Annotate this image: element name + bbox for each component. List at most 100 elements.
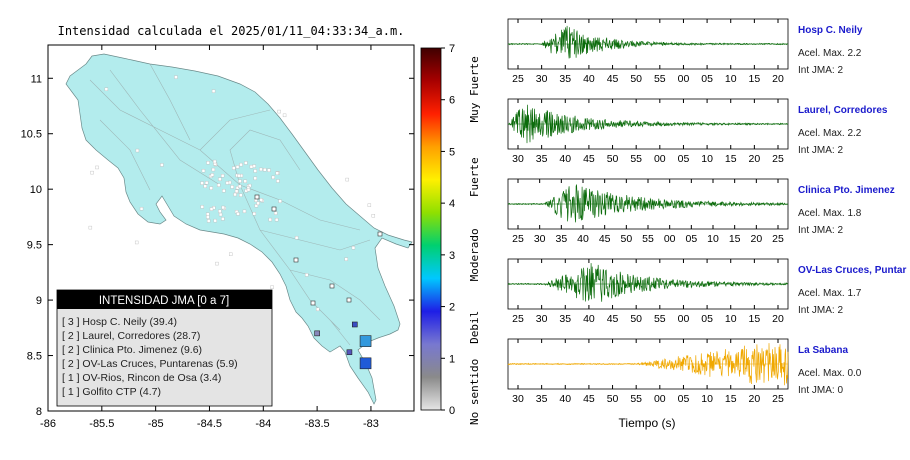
waveform-tick-label: 20	[749, 393, 761, 405]
waveform-tick-label: 40	[583, 73, 595, 85]
waveform-tick-label: 10	[725, 73, 737, 85]
city-marker	[218, 212, 223, 217]
city-marker	[351, 246, 356, 250]
waveform-trace	[507, 183, 789, 223]
city-marker	[139, 207, 144, 211]
colorbar-category-label: No sentido	[468, 359, 481, 425]
waveform-tick-label: 30	[512, 393, 524, 405]
waveform-tick-label: 25	[772, 393, 784, 405]
colorbar-tick-label: 2	[449, 302, 455, 314]
city-marker	[234, 189, 239, 193]
city-marker	[344, 257, 348, 261]
waveform-tick-label: 10	[707, 233, 719, 245]
city-marker	[304, 273, 309, 277]
city-marker	[263, 167, 267, 172]
waveform-panel: 30 35 40 45 50 55 00 05 10 15 20 25 La Sabana Acel. M…	[507, 338, 862, 405]
legend-item: [ 1 ] OV-Rios, Rincon de Osa (3.4)	[62, 372, 221, 384]
waveform-tick-label: 15	[729, 233, 741, 245]
station-marker-none	[346, 297, 352, 303]
map-x-tick-label: -83.5	[305, 418, 330, 430]
legend-header	[57, 290, 272, 309]
city-marker	[259, 167, 263, 172]
city-marker	[206, 212, 210, 216]
colorbar-tick-label: 4	[449, 198, 455, 210]
colorbar-ticks: 0 1 2 3 4 5 6 7	[441, 43, 455, 417]
waveform-tick-label: 15	[725, 153, 737, 165]
waveform-tick-label: 35	[536, 153, 548, 165]
city-marker	[268, 217, 272, 222]
map-y-axis: 8 8.5 9 9.5 10 10.5 11	[21, 73, 414, 418]
city-marker	[242, 209, 247, 214]
waveform-tick-label: 45	[599, 233, 611, 245]
map-x-tick-label: -85.5	[89, 418, 114, 430]
station-name: Hosp C. Neily	[798, 25, 863, 36]
map-y-tick-label: 9	[36, 295, 42, 307]
map-x-axis: -86 -85.5 -85 -84.5 -84 -83.5 -83	[40, 45, 379, 430]
city-marker	[221, 217, 225, 221]
waveform-panel: 25 30 35 40 45 50 55 00 05 10 15 20 25 Clinica Pto. J…	[507, 178, 895, 245]
costa-rica-roads	[89, 63, 381, 346]
waveform-tick-label: 30	[536, 73, 548, 85]
waveform-tick-label: 15	[749, 73, 761, 85]
city-marker	[201, 169, 206, 173]
station-acel-max: Acel. Max. 1.7	[798, 288, 862, 299]
city-marker	[174, 75, 178, 79]
city-marker	[209, 207, 214, 211]
city-marker	[275, 171, 279, 175]
colorbar-tick-label: 0	[449, 405, 455, 417]
city-marker	[217, 183, 221, 187]
city-marker	[246, 187, 251, 192]
station-name: La Sabana	[798, 345, 848, 356]
city-marker	[229, 252, 233, 256]
map-x-tick-label: -84.5	[197, 418, 222, 430]
city-marker	[213, 218, 217, 223]
waveform-tick-label: 00	[654, 393, 666, 405]
map-x-tick-label: -83	[363, 418, 379, 430]
waveform-tick-label: 15	[749, 313, 761, 325]
waveform-tick-label: 25	[772, 153, 784, 165]
waveform-tick-label: 40	[559, 153, 571, 165]
city-marker	[212, 159, 217, 164]
station-marker-none	[293, 257, 299, 263]
city-marker	[222, 189, 226, 193]
city-marker	[204, 181, 209, 185]
city-marker	[225, 181, 230, 185]
station-int-jma: Int JMA: 2	[798, 145, 843, 156]
waveform-tick-label: 30	[534, 233, 546, 245]
waveform-tick-label: 40	[583, 313, 595, 325]
waveform-tick-label: 20	[772, 313, 784, 325]
city-marker	[367, 203, 372, 207]
station-name: OV-Las Cruces, Puntar	[798, 265, 906, 276]
map-y-tick-label: 10	[30, 184, 42, 196]
city-marker	[220, 174, 225, 178]
city-marker	[230, 185, 234, 189]
waveform-tick-label: 00	[678, 73, 690, 85]
waveform-tick-label: 40	[577, 233, 589, 245]
city-marker	[95, 165, 99, 170]
city-marker	[215, 261, 219, 266]
city-marker	[135, 148, 140, 153]
waveform-panel: 25 30 35 40 45 50 55 00 05 10 15 20 OV-Las Cruces, P…	[507, 258, 906, 325]
colorbar-category-label: Fuerte	[468, 157, 481, 197]
waveform-tick-label: 45	[583, 393, 595, 405]
city-marker	[206, 215, 210, 219]
waveform-tick-label: 20	[750, 233, 762, 245]
waveform-tick-label: 10	[701, 393, 713, 405]
waveform-tick-label: 05	[701, 313, 713, 325]
station-marker-none	[329, 283, 335, 289]
station-acel-max: Acel. Max. 2.2	[798, 48, 862, 59]
city-marker	[271, 175, 275, 180]
waveform-tick-label: 20	[749, 153, 761, 165]
station-acel-max: Acel. Max. 1.8	[798, 208, 862, 219]
map-y-tick-label: 8.5	[27, 351, 42, 363]
waveform-panels: 25 30 35 40 45 50 55 00 05 10 15 20 Hosp C. Neily Ace…	[507, 18, 906, 405]
waveform-tick-label: 25	[512, 313, 524, 325]
city-marker	[345, 177, 349, 182]
waveform-tick-label: 45	[607, 73, 619, 85]
city-marker	[278, 199, 282, 203]
waveform-tick-label: 10	[701, 153, 713, 165]
city-marker	[218, 177, 222, 181]
colorbar-category-label: Moderado	[468, 228, 481, 281]
city-marker	[206, 219, 211, 223]
waveform-x-label: Tiempo (s)	[619, 416, 676, 430]
